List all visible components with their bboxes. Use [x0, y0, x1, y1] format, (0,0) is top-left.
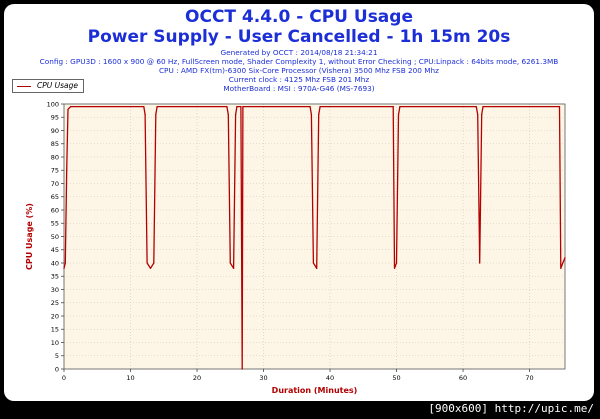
cpu-usage-chart: 0 5 10 15 20 25 30 35 40 45 50 55 60 65 70 75 80 85 90 95 10…	[25, 100, 566, 395]
y-tick-label: 55	[51, 220, 59, 228]
data-point	[316, 267, 318, 269]
y-tick-label: 40	[51, 259, 59, 267]
data-point	[558, 106, 561, 108]
watermark: [900x600] http://upic.me/	[428, 402, 594, 415]
data-point	[399, 106, 401, 108]
y-tick-label: 10	[51, 339, 59, 347]
y-tick-label: 45	[51, 246, 59, 254]
chart-title: OCCT 4.4.0 - CPU Usage	[185, 7, 413, 27]
data-point	[318, 114, 320, 116]
info-generated: Generated by OCCT : 2014/08/18 21:34:21	[220, 48, 378, 57]
x-tick-label: 60	[459, 374, 467, 382]
y-tick-label: 15	[51, 326, 59, 334]
data-point	[395, 262, 398, 264]
data-point	[397, 114, 400, 116]
chart-subtitle: Power Supply - User Cancelled - 1h 15m 2…	[87, 27, 511, 47]
y-tick-label: 70	[51, 180, 59, 188]
data-point	[63, 267, 65, 269]
y-tick-label: 50	[51, 233, 59, 241]
data-point	[310, 114, 313, 116]
data-point	[319, 106, 321, 108]
data-point	[477, 114, 479, 116]
info-clock: Current clock : 4125 Mhz FSB 201 Mhz	[228, 75, 370, 84]
y-tick-label: 0	[55, 365, 59, 373]
y-tick-label: 85	[51, 140, 59, 148]
data-point	[242, 106, 245, 108]
data-point	[234, 114, 237, 116]
y-tick-label: 30	[51, 286, 59, 294]
x-tick-label: 50	[392, 374, 400, 382]
data-point	[564, 257, 566, 259]
legend-label: CPU Usage	[37, 81, 79, 90]
y-tick-label: 80	[51, 153, 59, 161]
data-point	[143, 106, 145, 108]
y-tick-label: 60	[51, 206, 59, 214]
y-tick-label: 90	[51, 127, 59, 135]
data-point	[240, 106, 242, 108]
data-point	[156, 106, 158, 108]
data-point	[392, 106, 394, 108]
plot-border	[63, 103, 566, 370]
data-point	[393, 267, 396, 269]
chart-panel: OCCT 4.4.0 - CPU Usage Power Supply - Us…	[4, 4, 594, 401]
data-point	[70, 106, 72, 108]
legend-swatch	[17, 86, 31, 87]
info-cpu: CPU : AMD FX(tm)-6300 Six-Core Processor…	[158, 66, 440, 75]
data-point	[482, 106, 484, 108]
data-point	[149, 267, 152, 269]
data-point	[309, 106, 311, 108]
data-point	[64, 262, 66, 264]
data-point	[155, 114, 157, 116]
x-tick-label: 40	[326, 374, 334, 382]
data-point	[66, 169, 68, 171]
y-tick-label: 65	[51, 193, 59, 201]
data-point	[153, 262, 155, 264]
data-point	[226, 106, 228, 108]
data-point	[67, 108, 69, 110]
data-point	[144, 114, 146, 116]
data-point	[475, 106, 477, 108]
data-point	[312, 262, 315, 264]
data-point	[146, 262, 148, 264]
data-point	[227, 114, 229, 116]
x-tick-label: 0	[62, 374, 66, 382]
data-point	[236, 106, 238, 108]
x-tick-label: 70	[525, 374, 533, 382]
y-tick-label: 75	[51, 167, 59, 175]
x-tick-label: 10	[126, 374, 134, 382]
y-tick-label: 100	[47, 100, 59, 108]
info-motherboard: MotherBoard : MSI : 970A-G46 (MS-7693)	[223, 84, 375, 93]
y-tick-label: 95	[51, 114, 59, 122]
y-tick-label: 25	[51, 299, 59, 307]
y-tick-label: 5	[55, 352, 59, 360]
y-tick-label: 20	[51, 312, 59, 320]
y-axis-label: CPU Usage (%)	[25, 203, 34, 270]
info-config: Config : GPU3D : 1600 x 900 @ 60 Hz, Ful…	[39, 57, 559, 66]
data-point	[481, 114, 483, 116]
data-point	[560, 267, 562, 269]
x-axis-label: Duration (Minutes)	[272, 386, 358, 395]
chart-legend: CPU Usage	[12, 79, 84, 93]
data-point	[241, 368, 243, 370]
y-tick-label: 35	[51, 273, 59, 281]
x-tick-label: 30	[259, 374, 267, 382]
data-point	[232, 267, 235, 269]
data-point	[562, 262, 564, 264]
data-point	[479, 262, 481, 264]
data-point	[229, 262, 231, 264]
x-tick-label: 20	[193, 374, 201, 382]
